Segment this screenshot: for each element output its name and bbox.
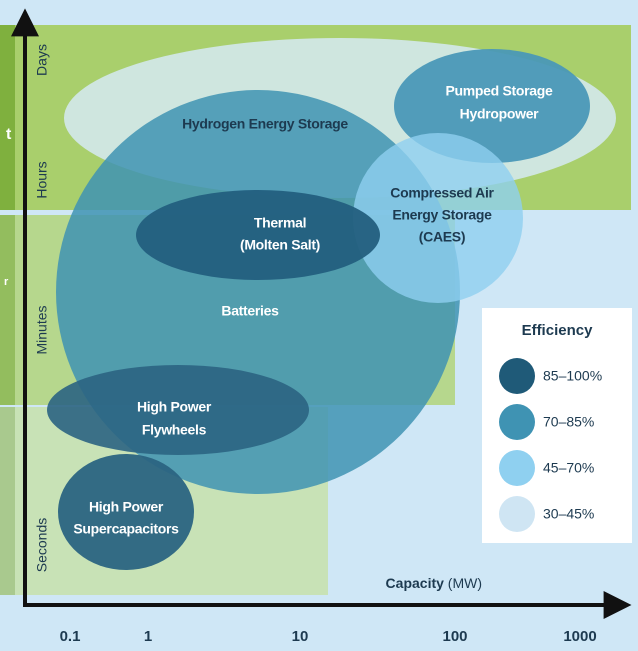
thermal-ellipse xyxy=(136,190,380,280)
x-tick-label: 1000 xyxy=(563,628,596,645)
supercap-ellipse xyxy=(58,454,194,570)
x-axis-unit: (MW) xyxy=(448,575,482,591)
flywheel-ellipse xyxy=(47,365,309,455)
tech-label: High Power xyxy=(137,399,212,415)
edge-label: t xyxy=(6,126,12,143)
x-axis-label: Capacity xyxy=(386,575,445,591)
x-tick-label: 10 xyxy=(292,628,309,645)
tech-label: Flywheels xyxy=(142,422,207,438)
caes-circle xyxy=(353,133,523,303)
tech-label: Thermal xyxy=(254,215,306,231)
legend-swatch xyxy=(499,496,535,532)
legend-label: 70–85% xyxy=(543,414,594,430)
tech-label: (CAES) xyxy=(419,229,465,245)
legend-label: 45–70% xyxy=(543,460,594,476)
tech-label: Compressed Air xyxy=(390,185,494,201)
x-tick-label: 100 xyxy=(442,628,467,645)
edge-band xyxy=(0,407,15,595)
x-tick-label: 0.1 xyxy=(60,628,81,645)
duration-label: Minutes xyxy=(34,305,50,354)
duration-label: Days xyxy=(34,44,50,76)
legend-label: 85–100% xyxy=(543,368,602,384)
edge-band xyxy=(0,25,15,210)
edge-label: r xyxy=(4,276,9,288)
legend-swatch xyxy=(499,404,535,440)
x-axis-title: Capacity (MW) xyxy=(386,575,482,591)
duration-label: Hours xyxy=(34,161,50,198)
tech-label: Supercapacitors xyxy=(73,521,179,537)
tech-label: High Power xyxy=(89,499,164,515)
legend-swatch xyxy=(499,450,535,486)
tech-label: Hydrogen Energy Storage xyxy=(182,116,348,132)
tech-label: Energy Storage xyxy=(392,207,492,223)
tech-label: Pumped Storage xyxy=(445,83,553,99)
duration-label: Seconds xyxy=(34,518,50,572)
legend-swatch xyxy=(499,358,535,394)
tech-label: (Molten Salt) xyxy=(240,237,320,253)
x-tick-label: 1 xyxy=(144,628,152,645)
legend-label: 30–45% xyxy=(543,506,594,522)
tech-label: Hydropower xyxy=(460,106,540,122)
tech-label: Batteries xyxy=(221,303,279,319)
edge-band xyxy=(0,215,15,405)
legend-title: Efficiency xyxy=(522,322,594,339)
